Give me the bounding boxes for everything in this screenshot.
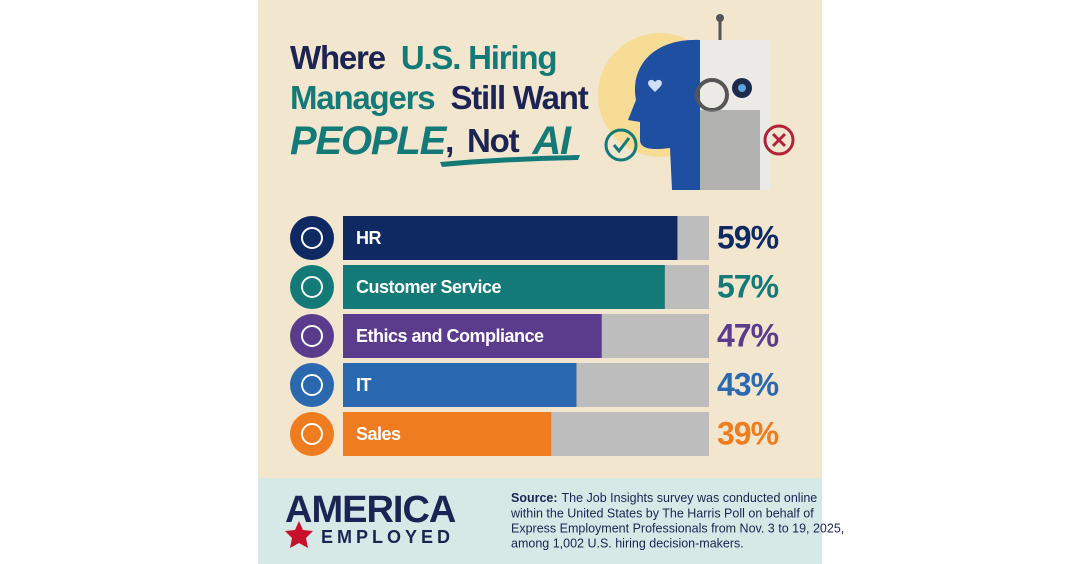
title-line: PEOPLE, Not AI	[290, 119, 572, 163]
source-text: The Job Insights survey was conducted on…	[562, 491, 818, 505]
title-line: Managers Still Want	[290, 79, 589, 116]
icon-glyph	[301, 227, 323, 249]
title-part: U.S. Hiring	[401, 39, 556, 76]
title-part: Not	[467, 122, 520, 159]
icon-glyph	[301, 423, 323, 445]
value-label: 39%	[717, 415, 779, 451]
icon-glyph	[301, 325, 323, 347]
source-line: among 1,002 U.S. hiring decision-makers.	[511, 536, 744, 550]
category-icon	[290, 363, 334, 407]
bar	[343, 363, 577, 407]
logo-bottom: EMPLOYED	[321, 527, 454, 547]
footer-band	[258, 478, 822, 564]
underline	[440, 155, 580, 167]
category-icon	[290, 216, 334, 260]
source-line: Express Employment Professionals from No…	[511, 521, 844, 535]
category-label: Sales	[356, 424, 401, 444]
category-label: Customer Service	[356, 277, 502, 297]
illustration	[598, 14, 795, 190]
source-label: Source:	[511, 491, 558, 505]
title-part: Where	[290, 39, 386, 76]
bar	[343, 216, 678, 260]
source: Source: The Job Insights survey was condu…	[510, 491, 844, 550]
category-label: IT	[356, 375, 372, 395]
bar	[343, 412, 552, 456]
category-icon	[290, 314, 334, 358]
category-label: Ethics and Compliance	[356, 326, 544, 346]
icon-glyph	[301, 276, 323, 298]
bar	[343, 314, 602, 358]
logo: AMERICA EMPLOYED	[285, 489, 457, 548]
bar	[343, 265, 665, 309]
title-part: Managers	[290, 79, 434, 116]
value-label: 59%	[717, 219, 779, 255]
title-part: PEOPLE	[290, 119, 448, 163]
title-line: Where U.S. Hiring	[290, 39, 556, 76]
logo-star	[285, 521, 313, 548]
icon-glyph	[301, 374, 323, 396]
value-label: 43%	[717, 366, 779, 402]
source-line: within the United States by The Harris P…	[510, 506, 814, 520]
source-line: Source: The Job Insights survey was condu…	[511, 491, 817, 505]
category-label: HR	[356, 228, 381, 248]
title-part: Still Want	[450, 79, 588, 116]
value-label: 47%	[717, 317, 779, 353]
logo-top: AMERICA	[285, 489, 456, 531]
category-icon	[290, 412, 334, 456]
title-part: ,	[445, 122, 453, 159]
title-part: AI	[531, 119, 572, 163]
category-icon	[290, 265, 334, 309]
value-label: 57%	[717, 268, 779, 304]
